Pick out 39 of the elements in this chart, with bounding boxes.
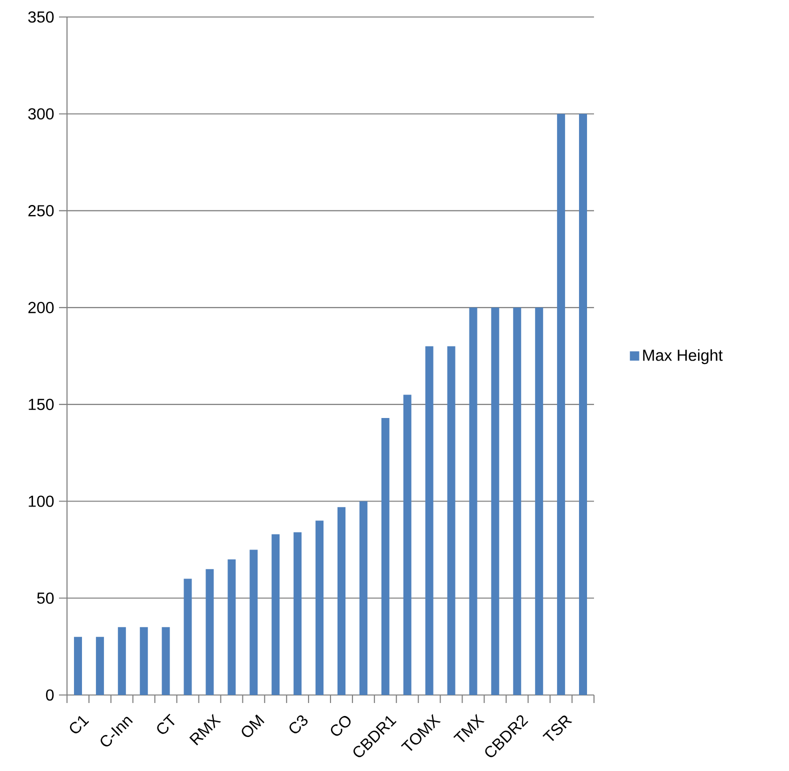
x-tick-label: TSR <box>542 716 572 742</box>
bar <box>535 308 544 695</box>
x-tick-label: OM <box>242 714 264 738</box>
y-tick-label: 300 <box>28 108 54 120</box>
bar <box>359 501 368 695</box>
bar <box>184 578 192 695</box>
bar <box>337 507 346 695</box>
bar <box>491 308 500 695</box>
legend-label: Max Height <box>643 349 723 364</box>
bar <box>469 308 478 695</box>
bar <box>294 532 302 695</box>
bar <box>272 534 280 695</box>
bar <box>316 520 324 695</box>
bar <box>250 550 258 695</box>
y-tick-label: 100 <box>28 496 54 507</box>
bar <box>118 627 126 695</box>
x-tick-label: CT <box>157 714 175 734</box>
y-tick-label: 150 <box>28 398 54 410</box>
bar <box>206 569 214 695</box>
y-tick-label: 50 <box>37 592 54 604</box>
bar <box>447 346 456 695</box>
y-tick-label: 250 <box>28 205 54 216</box>
bar <box>381 418 390 695</box>
bar <box>579 114 588 695</box>
bar <box>557 114 566 695</box>
y-tick-label: 0 <box>46 689 54 701</box>
bar <box>162 627 170 695</box>
x-tick-label: CO <box>330 716 351 736</box>
y-tick-label: 200 <box>28 302 54 314</box>
x-tick-label: C1 <box>70 716 90 734</box>
bar <box>228 559 236 695</box>
x-tick-label: C3 <box>290 715 308 734</box>
bar <box>425 346 434 695</box>
bar <box>96 636 104 695</box>
bar <box>513 308 522 695</box>
bar <box>140 627 148 695</box>
bar <box>74 636 82 695</box>
bar <box>403 394 412 695</box>
y-tick-label: 350 <box>28 11 54 23</box>
